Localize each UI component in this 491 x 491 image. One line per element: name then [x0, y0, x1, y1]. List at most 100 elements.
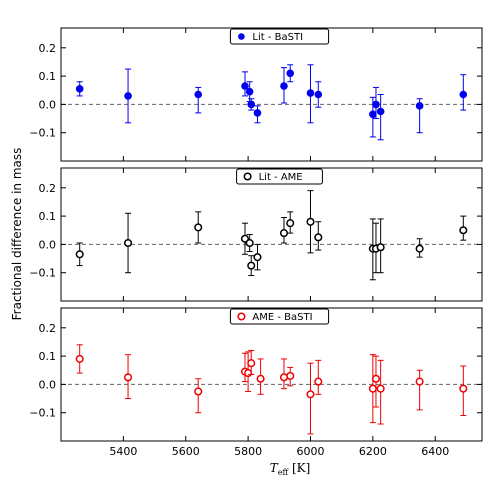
x-tick-label: 5800 [234, 445, 262, 458]
data-point [415, 369, 424, 411]
data-point [376, 94, 385, 141]
legend-marker [237, 312, 246, 321]
legend-label: Lit - BaSTI [252, 32, 303, 43]
y-tick-label: 0.1 [39, 70, 57, 83]
y-tick-label: 0.2 [39, 322, 57, 335]
marker [245, 87, 254, 96]
marker [368, 384, 377, 393]
data-point [256, 358, 265, 395]
marker [376, 243, 385, 252]
panel-2: −0.1 0.0 0.1 0.2 Lit - AME [29, 167, 483, 302]
marker [247, 100, 256, 109]
data-point [253, 243, 262, 271]
y-axis-label: Fractional difference in mass [10, 148, 24, 321]
marker [415, 377, 424, 386]
marker [279, 229, 289, 238]
marker [194, 387, 203, 396]
marker [376, 107, 385, 116]
marker [124, 92, 132, 100]
marker [194, 223, 203, 232]
data-point [247, 255, 256, 277]
marker [247, 359, 256, 368]
marker [245, 238, 254, 248]
y-tick-label: −0.1 [29, 267, 56, 280]
marker [280, 82, 288, 90]
legend-label: Lit - AME [259, 172, 303, 183]
legend-label: AME - BaSTI [252, 312, 312, 323]
data-point [459, 215, 468, 241]
marker [306, 390, 315, 399]
data-point [194, 86, 203, 114]
marker [306, 217, 315, 226]
marker [286, 69, 295, 78]
x-axis-label-main: T [270, 461, 279, 475]
data-point [286, 211, 295, 234]
data-point [124, 68, 132, 124]
y-tick-label: 0.2 [39, 182, 57, 195]
legend-box [236, 168, 323, 185]
x-tick-label: 6200 [359, 445, 387, 458]
data-point [459, 365, 468, 417]
marker [314, 233, 323, 242]
data-point [194, 378, 203, 414]
data-point [314, 81, 323, 108]
data-point [247, 349, 256, 375]
panel-3: −0.1 0.0 0.1 0.2 AME - BaSTI [29, 307, 483, 442]
marker [253, 253, 262, 262]
data-point [306, 362, 315, 435]
legend-marker [243, 172, 252, 181]
marker [376, 384, 385, 393]
x-axis-label-unit: [K] [292, 461, 310, 475]
data-point [372, 86, 380, 120]
data-point [194, 211, 203, 244]
data-point [314, 221, 323, 251]
data-point [123, 212, 133, 274]
marker [459, 90, 468, 99]
marker [123, 238, 133, 248]
data-point [286, 366, 295, 387]
marker [75, 85, 84, 93]
panels: −0.1 0.0 0.1 0.2 Lit - BaSTI −0.1 0.0 0.1 0.2 Lit… [29, 27, 483, 458]
marker [241, 82, 249, 90]
marker [247, 261, 256, 270]
marker [415, 244, 424, 253]
legend: Lit - AME [236, 168, 323, 185]
data-point [314, 359, 323, 395]
marker [75, 354, 84, 363]
marker [194, 90, 203, 99]
y-tick-label: −0.1 [29, 407, 56, 420]
panel-1: −0.1 0.0 0.1 0.2 Lit - BaSTI [29, 27, 483, 162]
marker [459, 226, 468, 235]
data-point [371, 355, 381, 408]
panel-frame [60, 27, 483, 162]
data-point [279, 217, 289, 244]
data-point [286, 64, 295, 83]
marker [314, 90, 323, 99]
data-point [241, 71, 249, 97]
y-tick-label: 0.2 [39, 42, 57, 55]
panel-frame [60, 167, 483, 302]
x-tick-label: 5400 [109, 445, 137, 458]
marker [286, 371, 295, 380]
data-point [376, 359, 385, 425]
data-point [244, 351, 253, 392]
x-tick-label: 6400 [421, 445, 449, 458]
y-tick-label: 0.0 [39, 238, 57, 251]
marker [256, 374, 265, 383]
x-tick-label: 5600 [172, 445, 200, 458]
data-point [280, 67, 288, 104]
data-point [75, 242, 84, 267]
data-point [123, 354, 133, 400]
marker [306, 89, 315, 97]
y-tick-label: 0.1 [39, 350, 57, 363]
marker [244, 369, 253, 378]
data-point [245, 234, 254, 252]
marker [369, 110, 377, 119]
marker [286, 219, 295, 228]
y-tick-label: 0.1 [39, 210, 57, 223]
data-point [368, 354, 377, 424]
data-point [459, 74, 468, 111]
marker [372, 100, 380, 109]
legend-marker [238, 33, 245, 40]
